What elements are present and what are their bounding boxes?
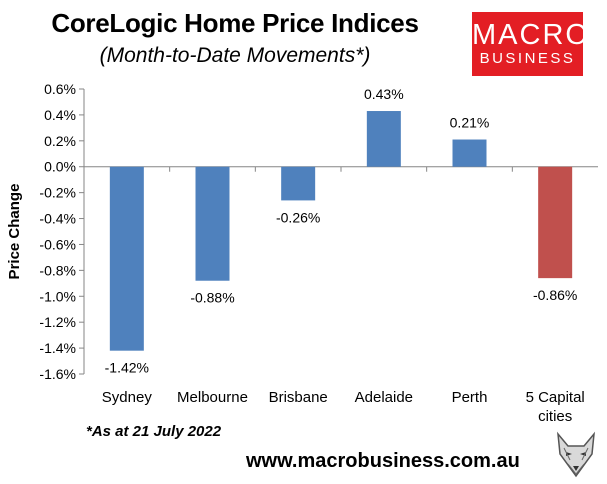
data-label: -0.26% — [276, 209, 320, 225]
data-label: 0.21% — [450, 115, 490, 131]
data-label: -0.88% — [190, 290, 234, 306]
chart-subtitle: (Month-to-Date Movements*) — [99, 44, 371, 67]
y-tick-label: -1.4% — [39, 340, 76, 356]
bar — [538, 166, 573, 279]
y-tick-label: -0.4% — [39, 211, 76, 227]
y-tick-label: -1.2% — [39, 314, 76, 330]
y-tick-label: -0.2% — [39, 185, 76, 201]
macrobusiness-logo: MACRO BUSINESS — [472, 12, 590, 76]
data-label: 0.43% — [364, 86, 404, 102]
y-axis-title: Price Change — [6, 184, 23, 280]
category-label: Melbourne — [177, 389, 248, 406]
y-tick-label: 0.4% — [44, 107, 76, 123]
category-label: Brisbane — [269, 389, 328, 406]
bar — [109, 166, 144, 351]
y-tick-label: 0.6% — [44, 81, 76, 97]
y-tick-label: -1.6% — [39, 366, 76, 382]
bar — [452, 139, 487, 167]
data-label: -1.42% — [105, 360, 149, 376]
logo-line-2: BUSINESS — [479, 50, 576, 67]
y-tick-label: -0.6% — [39, 236, 76, 252]
data-label: -0.86% — [533, 287, 577, 303]
fox-mascot-icon — [557, 431, 595, 478]
y-tick-label: -1.0% — [39, 288, 76, 304]
y-tick-label: -0.8% — [39, 262, 76, 278]
chart-title: CoreLogic Home Price Indices — [51, 8, 419, 38]
category-label: Sydney — [102, 389, 153, 406]
footnote: *As at 21 July 2022 — [86, 423, 222, 440]
category-label: Adelaide — [355, 389, 413, 406]
category-label: cities — [538, 408, 572, 425]
category-label: 5 Capital — [526, 389, 585, 406]
bar — [281, 166, 316, 201]
bar — [366, 111, 401, 167]
bar — [195, 166, 230, 281]
y-tick-label: 0.2% — [44, 133, 76, 149]
logo-line-1: MACRO — [472, 19, 590, 51]
website-url: www.macrobusiness.com.au — [246, 450, 520, 472]
category-label: Perth — [452, 389, 488, 406]
y-tick-label: 0.0% — [44, 159, 76, 175]
